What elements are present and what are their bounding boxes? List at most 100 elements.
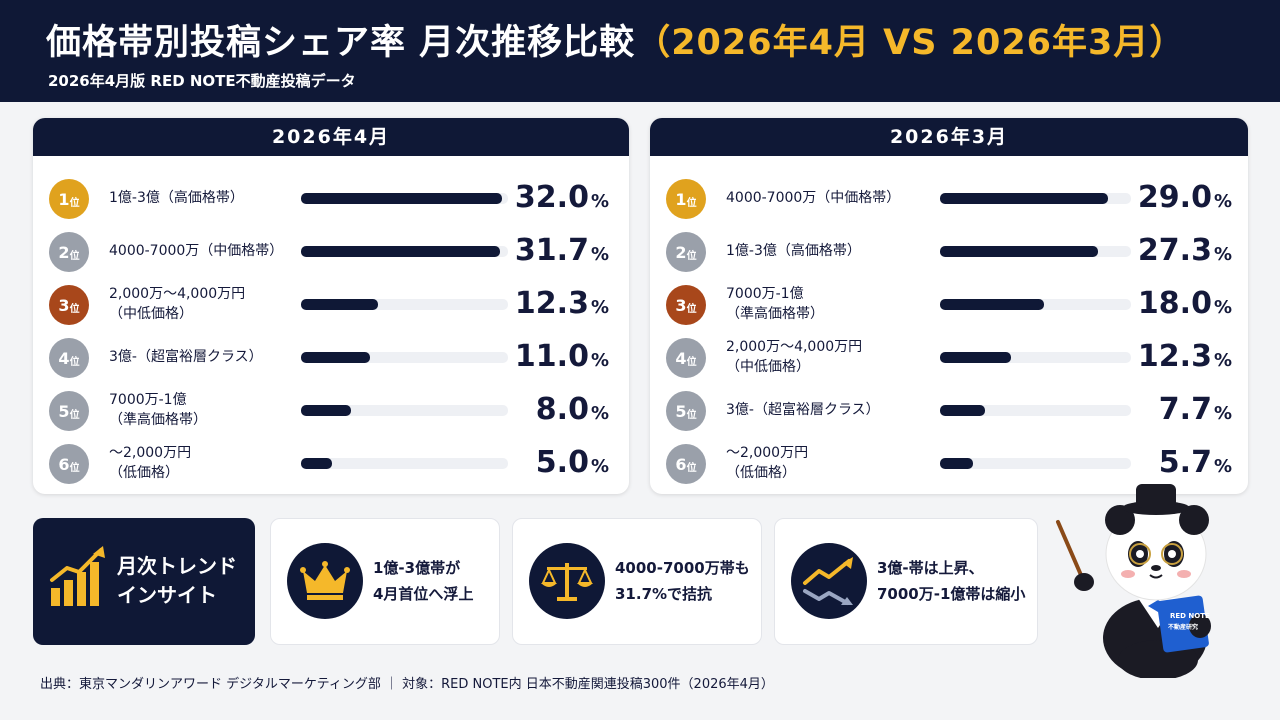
bar-fill bbox=[940, 405, 985, 416]
rank-number: 5 bbox=[58, 401, 70, 421]
category-label-line: （準高価格帯） bbox=[109, 412, 207, 428]
page-title: 価格帯別投稿シェア率 月次推移比較（2026年4月 VS 2026年3月） bbox=[46, 14, 1185, 65]
data-label: 5.0% bbox=[536, 445, 609, 480]
crown-icon bbox=[287, 543, 363, 619]
chart-title-march: 2026年3月 bbox=[650, 118, 1248, 156]
data-label: 29.0% bbox=[1138, 180, 1232, 215]
insight-card-3: 3億-帯は上昇、 7000万-1億帯は縮小 bbox=[774, 518, 1038, 645]
header: 価格帯別投稿シェア率 月次推移比較（2026年4月 VS 2026年3月） 20… bbox=[0, 0, 1280, 102]
rank-row: 4 位 3億-（超富裕層クラス） 11.0% bbox=[33, 329, 629, 385]
category-label-line: （中低価格） bbox=[109, 306, 193, 322]
category-label-line: （低価格） bbox=[726, 465, 796, 481]
data-label-unit: % bbox=[590, 297, 609, 318]
bar-track bbox=[940, 299, 1131, 310]
rank-number: 5 bbox=[675, 401, 687, 421]
page-title-highlight: （2026年4月 VS 2026年3月） bbox=[635, 23, 1186, 63]
category-label-line: 3億-（超富裕層クラス） bbox=[109, 349, 263, 365]
bar-track bbox=[940, 193, 1131, 204]
rank-row: 6 位 〜2,000万円 （低価格） 5.0% bbox=[33, 435, 629, 491]
category-label: 7000万-1億 （準高価格帯） bbox=[109, 382, 207, 438]
rank-number: 4 bbox=[58, 348, 70, 368]
chart-title-april: 2026年4月 bbox=[33, 118, 629, 156]
category-label-line: 1億-3億（高価格帯） bbox=[726, 243, 861, 259]
data-label-unit: % bbox=[590, 456, 609, 477]
category-label-line: （準高価格帯） bbox=[726, 306, 824, 322]
data-label-unit: % bbox=[590, 244, 609, 265]
data-label: 12.3% bbox=[1138, 339, 1232, 374]
bar-fill bbox=[940, 246, 1098, 257]
rank-suffix: 位 bbox=[69, 197, 80, 209]
rank-number: 3 bbox=[58, 295, 70, 315]
bar-track bbox=[301, 458, 508, 469]
bar-fill bbox=[940, 352, 1011, 363]
insight-card-1-line2: 4月首位へ浮上 bbox=[373, 585, 474, 603]
category-label: 4000-7000万（中価格帯） bbox=[109, 223, 283, 279]
mascot-book-line2: 不動産研究 bbox=[1168, 623, 1198, 631]
bar-track bbox=[301, 246, 508, 257]
page-subtitle: 2026年4月版 RED NOTE不動産投稿データ bbox=[48, 72, 356, 90]
insight-card-2-line1: 4000-7000万帯も bbox=[615, 559, 750, 577]
bar-fill bbox=[940, 299, 1044, 310]
bar-fill bbox=[940, 458, 973, 469]
category-label: 1億-3億（高価格帯） bbox=[109, 170, 244, 226]
data-label-unit: % bbox=[590, 191, 609, 212]
data-label-unit: % bbox=[1213, 403, 1232, 424]
category-label-line: 4000-7000万（中価格帯） bbox=[109, 243, 284, 259]
rank-suffix: 位 bbox=[686, 250, 697, 262]
rank-row: 3 位 2,000万〜4,000万円 （中低価格） 12.3% bbox=[33, 276, 629, 332]
data-label: 18.0% bbox=[1138, 286, 1232, 321]
data-label-value: 8.0 bbox=[535, 392, 589, 427]
bar-track bbox=[940, 405, 1131, 416]
rank-number: 1 bbox=[675, 189, 687, 209]
insight-card-1: 1億-3億帯が 4月首位へ浮上 bbox=[270, 518, 500, 645]
bar-track bbox=[940, 246, 1131, 257]
insight-card-3-text: 3億-帯は上昇、 7000万-1億帯は縮小 bbox=[877, 555, 1025, 607]
category-label-line: 2,000万〜4,000万円 bbox=[726, 339, 863, 355]
rank-row: 1 位 4000-7000万（中価格帯） 29.0% bbox=[650, 170, 1248, 226]
insight-card-1-line1: 1億-3億帯が bbox=[373, 559, 461, 577]
bar-fill bbox=[301, 246, 500, 257]
rank-suffix: 位 bbox=[686, 462, 697, 474]
category-label-line: 7000万-1億 bbox=[109, 392, 187, 408]
data-label-value: 27.3 bbox=[1137, 233, 1212, 268]
category-label-line: 1億-3億（高価格帯） bbox=[109, 190, 244, 206]
data-label-value: 7.7 bbox=[1158, 392, 1212, 427]
data-label-value: 29.0 bbox=[1137, 180, 1212, 215]
rank-row: 4 位 2,000万〜4,000万円 （中低価格） 12.3% bbox=[650, 329, 1248, 385]
insight-card-1-text: 1億-3億帯が 4月首位へ浮上 bbox=[373, 555, 473, 607]
insight-title-line1: 月次トレンド bbox=[117, 554, 237, 578]
rank-number: 6 bbox=[58, 454, 70, 474]
data-label: 27.3% bbox=[1138, 233, 1232, 268]
rank-suffix: 位 bbox=[686, 409, 697, 421]
data-label-value: 5.0 bbox=[535, 445, 589, 480]
data-label: 5.7% bbox=[1159, 445, 1232, 480]
insight-header-card: 月次トレンド インサイト bbox=[33, 518, 255, 645]
bar-track bbox=[940, 352, 1131, 363]
page-title-main: 価格帯別投稿シェア率 月次推移比較 bbox=[46, 23, 636, 63]
data-label-value: 31.7 bbox=[514, 233, 589, 268]
rank-suffix: 位 bbox=[69, 250, 80, 262]
rank-suffix: 位 bbox=[686, 197, 697, 209]
data-label-unit: % bbox=[590, 350, 609, 371]
insight-card-3-line2: 7000万-1億帯は縮小 bbox=[877, 585, 1026, 603]
footer-source: 出典：東京マンダリンアワード デジタルマーケティング部 ｜ 対象：RED NOT… bbox=[40, 677, 774, 692]
category-label: 1億-3億（高価格帯） bbox=[726, 223, 861, 279]
bar-fill bbox=[940, 193, 1108, 204]
rank-suffix: 位 bbox=[69, 356, 80, 368]
bar-fill bbox=[301, 193, 502, 204]
rank-suffix: 位 bbox=[686, 356, 697, 368]
category-label-line: （低価格） bbox=[109, 465, 179, 481]
data-label: 31.7% bbox=[515, 233, 609, 268]
category-label: 〜2,000万円 （低価格） bbox=[726, 435, 808, 491]
insight-card-2-line2: 31.7%で拮抗 bbox=[615, 585, 713, 603]
data-label-value: 5.7 bbox=[1158, 445, 1212, 480]
rank-suffix: 位 bbox=[69, 409, 80, 421]
